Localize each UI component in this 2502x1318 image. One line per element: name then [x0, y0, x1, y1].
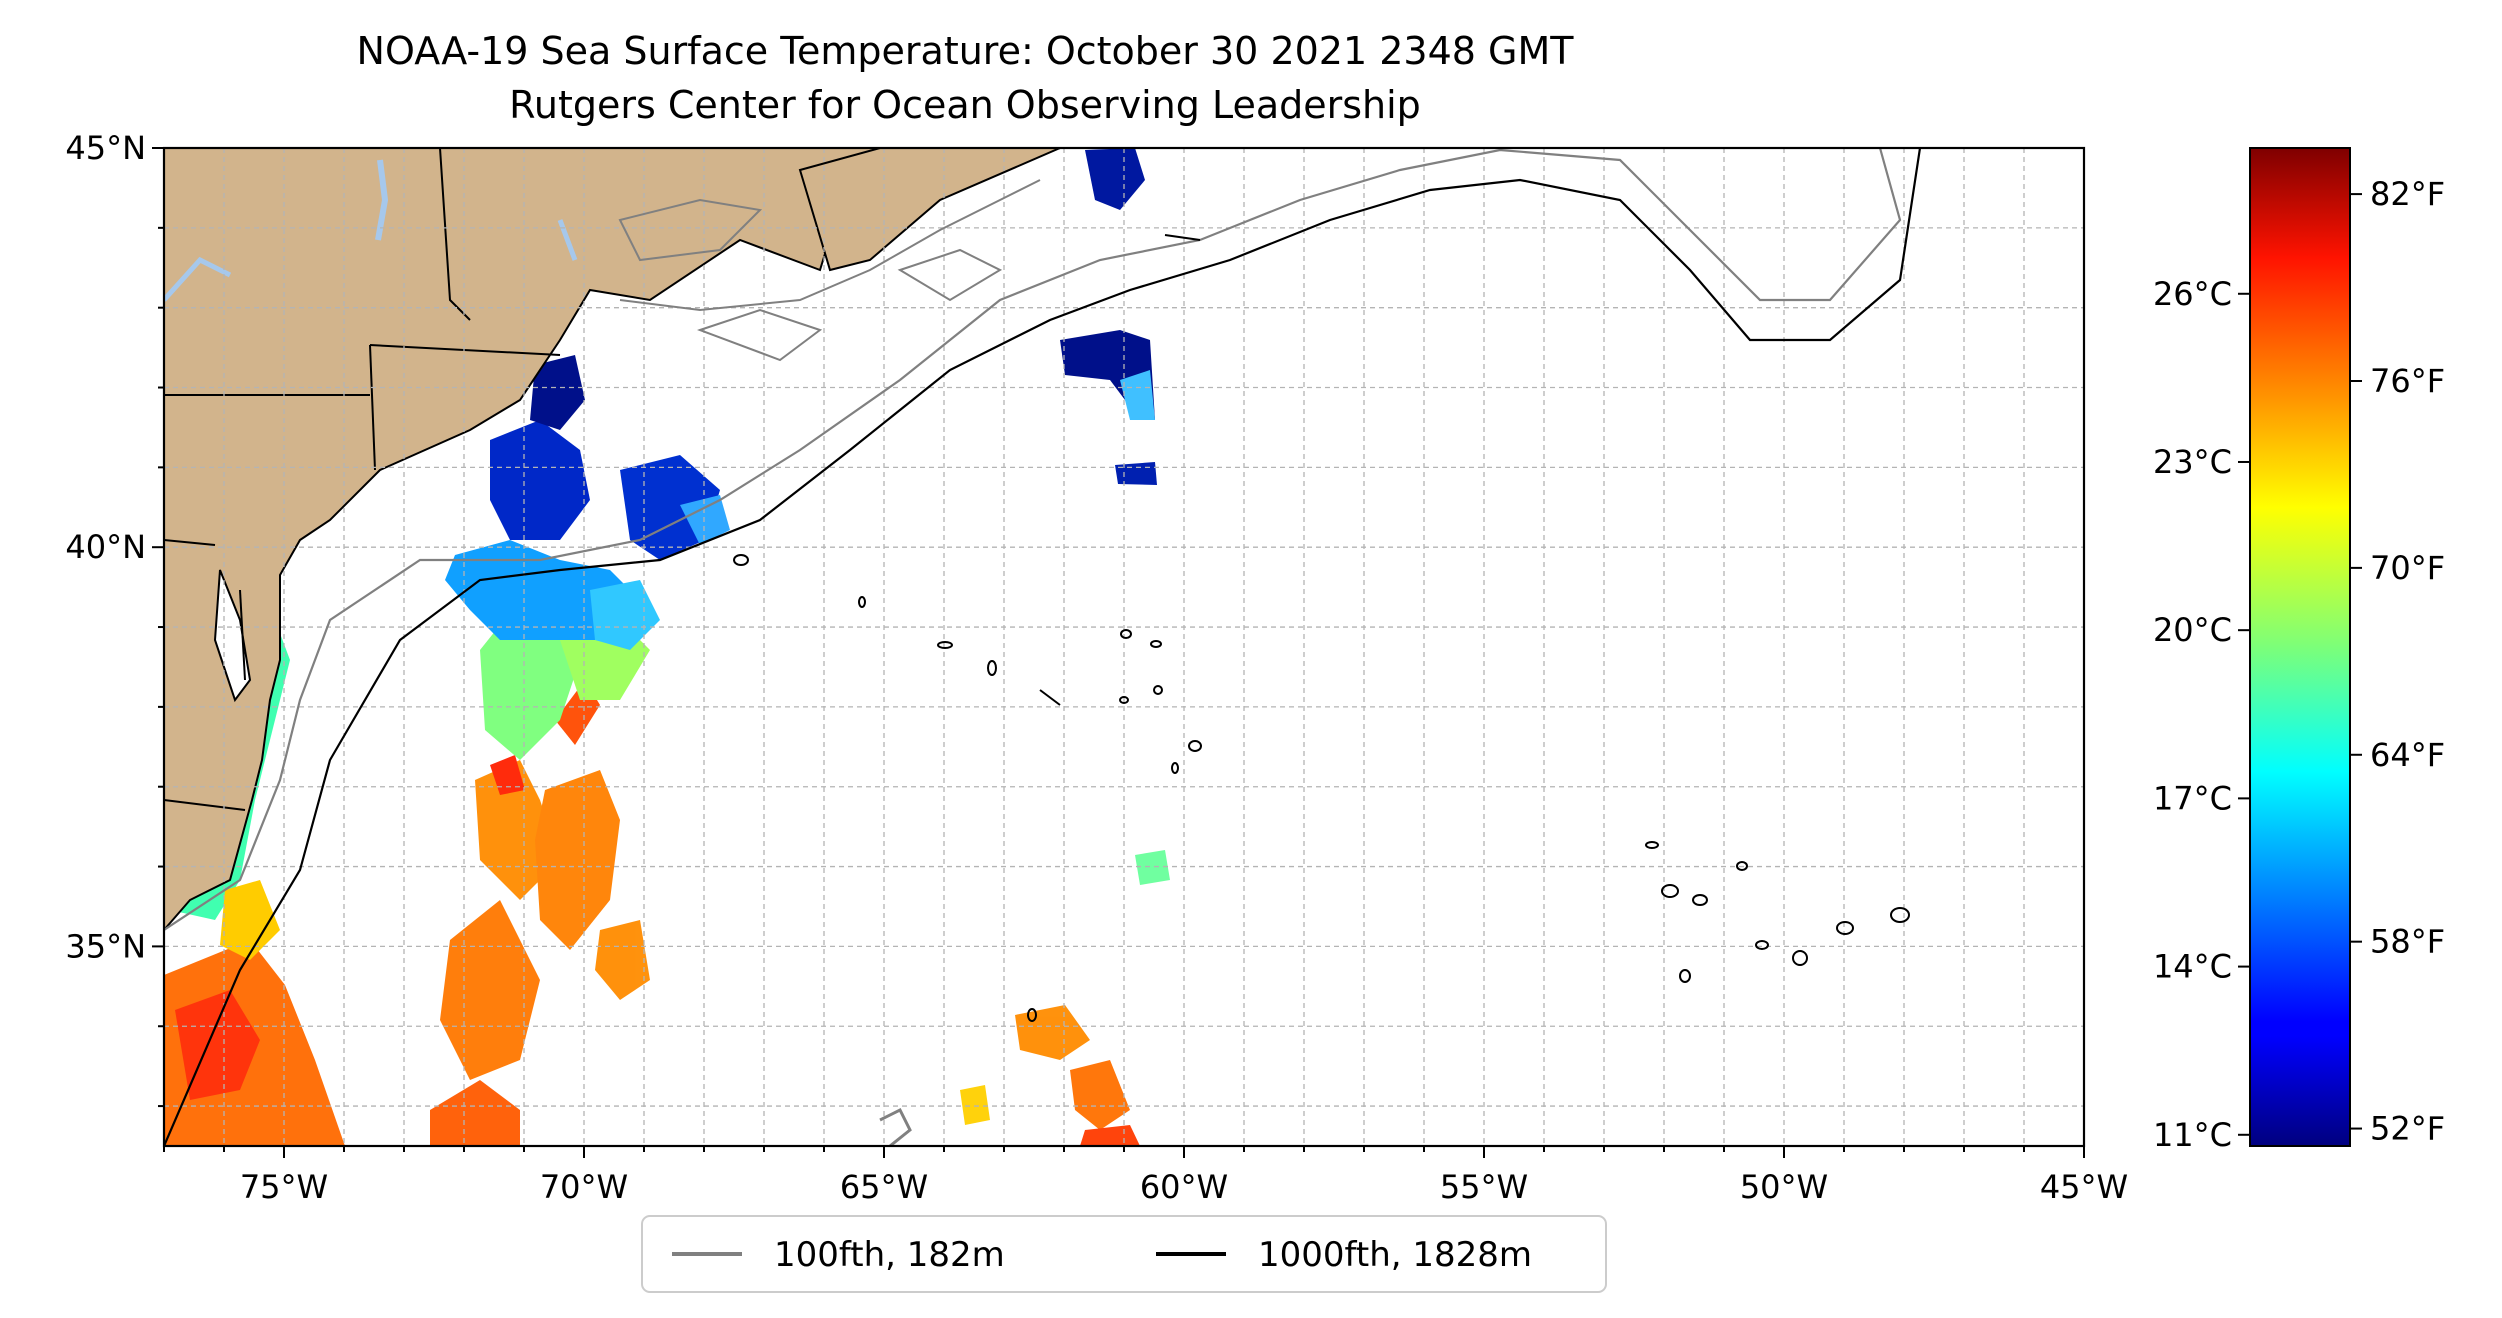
x-tick-label: 60°W — [1140, 1168, 1228, 1206]
celsius-tick-label: 26°C — [2153, 275, 2232, 313]
sst-patch-cool — [445, 148, 1157, 650]
graticule — [164, 148, 2084, 1146]
fahrenheit-tick-label: 76°F — [2370, 362, 2445, 400]
land — [164, 148, 1061, 932]
state-boundaries — [164, 148, 561, 811]
celsius-tick-label: 11°C — [2153, 1116, 2232, 1154]
celsius-tick-label: 20°C — [2153, 611, 2232, 649]
colorbar-gradient — [2249, 147, 2351, 1147]
fahrenheit-tick-label: 64°F — [2370, 736, 2445, 774]
fahrenheit-tick-label: 58°F — [2370, 923, 2445, 961]
fahrenheit-tick-label: 52°F — [2370, 1110, 2445, 1148]
seamount-contours — [733, 234, 1910, 1022]
x-tick-label: 75°W — [240, 1168, 328, 1206]
legend-box — [641, 1215, 1607, 1293]
x-tick-label: 65°W — [840, 1168, 928, 1206]
y-axis: 45°N 40°N 35°N — [65, 129, 164, 1108]
coastal-islands — [618, 198, 1003, 362]
x-tick-label: 55°W — [1440, 1168, 1528, 1206]
x-tick-label: 45°W — [2040, 1168, 2128, 1206]
celsius-tick-label: 23°C — [2153, 443, 2232, 481]
map-title: NOAA-19 Sea Surface Temperature: October… — [356, 29, 1574, 73]
fahrenheit-tick-label: 82°F — [2370, 175, 2445, 213]
y-tick-label: 40°N — [65, 528, 146, 566]
isobaths — [164, 148, 1922, 1146]
legend: 100fth, 182m 1000fth, 1828m — [641, 1215, 1607, 1293]
isobath-1000fth-line — [164, 148, 1922, 1146]
sst-patch-warm — [164, 680, 1140, 1146]
y-tick-label: 45°N — [65, 129, 146, 167]
y-tick-label: 35°N — [65, 927, 146, 965]
isobath-100fth-line — [164, 148, 1902, 931]
colorbar-fahrenheit-axis: 52°F 58°F 64°F 70°F 76°F 82°F — [2350, 175, 2445, 1148]
celsius-tick-label: 14°C — [2153, 948, 2232, 986]
map-area — [164, 148, 2084, 1146]
isobath-100fth-inner — [619, 179, 1041, 312]
colorbar: 11°C 14°C 17°C 20°C 23°C 26°C 52°F 58°F 64°F 70°… — [2153, 147, 2445, 1154]
legend-label-100fth: 100fth, 182m — [774, 1235, 1005, 1275]
x-tick-label: 70°W — [540, 1168, 628, 1206]
fahrenheit-tick-label: 70°F — [2370, 549, 2445, 587]
legend-label-1000fth: 1000fth, 1828m — [1258, 1235, 1532, 1275]
map-subtitle: Rutgers Center for Ocean Observing Leade… — [509, 83, 1421, 127]
colorbar-celsius-axis: 11°C 14°C 17°C 20°C 23°C 26°C — [2153, 275, 2250, 1154]
x-tick-label: 50°W — [1740, 1168, 1828, 1206]
x-axis: 75°W 70°W 65°W 60°W 55°W 50°W 45°W — [163, 1146, 2128, 1206]
celsius-tick-label: 17°C — [2153, 779, 2232, 817]
